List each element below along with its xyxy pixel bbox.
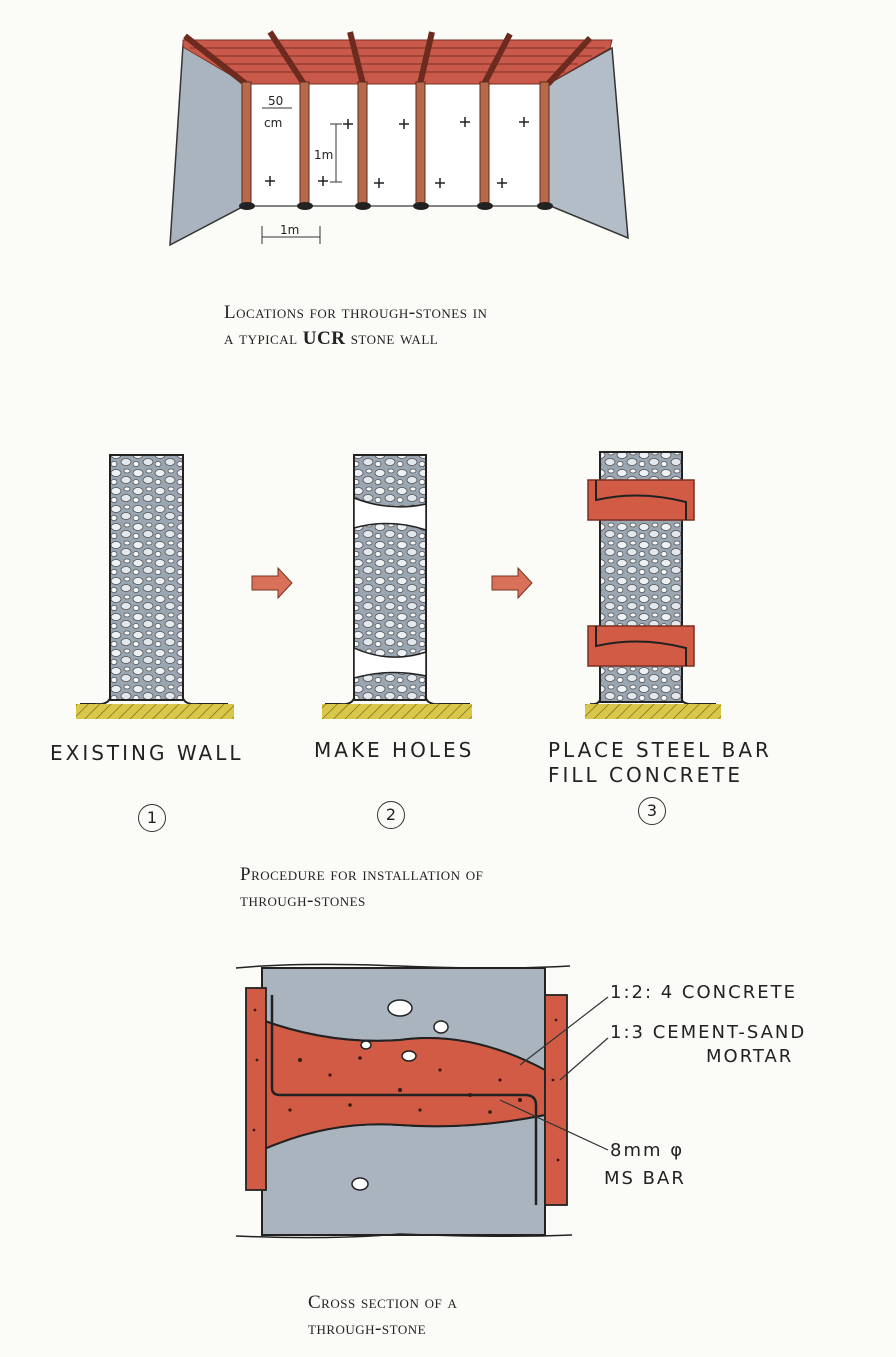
top-caption-line1: Locations for through-stones in (224, 302, 488, 323)
top-caption-line2-post: stone wall (345, 328, 439, 349)
top-caption-ucr: UCR (302, 328, 346, 349)
post-bases (239, 202, 553, 210)
step-3-label-line2: FILL CONCRETE (548, 763, 744, 787)
label-bar-line1: 8mm φ (610, 1140, 685, 1161)
procedure-drawings (76, 451, 721, 719)
procedure-caption-line1: Procedure for installation of (240, 864, 484, 885)
arrow-step-1-to-2 (251, 566, 293, 600)
step-1-label: EXISTING WALL (50, 741, 244, 765)
top-caption-line2-pre: a typical (224, 328, 303, 349)
dim-50cm-label-b: cm (264, 116, 283, 130)
existing-wall-drawing (76, 454, 234, 719)
top-caption: Locations for through-stones in a typica… (224, 300, 644, 352)
left-mortar-plate (245, 987, 267, 1191)
step-2-number: 2 (377, 801, 405, 829)
step-3-label: PLACE STEEL BAR (548, 738, 772, 762)
room-perspective-drawing (169, 30, 629, 247)
dim-1m-vertical-label: 1m (314, 148, 334, 162)
ms-bar (270, 995, 538, 1205)
arrow-step-2-to-3 (491, 566, 533, 600)
make-holes-wall-drawing (322, 454, 472, 719)
wall-edge-top (235, 963, 571, 969)
label-bar-line2: MS BAR (604, 1168, 686, 1189)
section-caption-line2: through-stone (308, 1318, 427, 1339)
right-mortar-plate (544, 994, 568, 1206)
top-caption-line2: a typical UCR stone wall (224, 326, 644, 352)
dim-50cm-label-a: 50 (268, 94, 284, 108)
place-bar-wall-drawing (585, 451, 721, 719)
section-caption: Cross section of a through-stone (308, 1290, 608, 1342)
step-1-number: 1 (138, 804, 166, 832)
leader-lines (499, 996, 609, 1151)
label-mortar-line1: 1:3 CEMENT-SAND (610, 1022, 807, 1043)
section-caption-line1: Cross section of a (308, 1292, 458, 1313)
wall-edge-bottom (235, 1233, 573, 1239)
roof-rafters (182, 30, 613, 87)
step-3-number: 3 (638, 797, 666, 825)
procedure-caption-line2: through-stones (240, 890, 366, 911)
step-2-label: MAKE HOLES (314, 738, 475, 762)
back-wall (245, 81, 549, 207)
through-stone-markers (265, 117, 529, 188)
stone-voids (351, 999, 449, 1191)
dim-1m-horizontal-label: 1m (280, 223, 300, 237)
label-mortar-line2: MORTAR (706, 1046, 794, 1067)
label-concrete: 1:2: 4 CONCRETE (610, 982, 797, 1003)
procedure-caption: Procedure for installation of through-st… (240, 862, 660, 914)
dimension-lines (261, 107, 342, 244)
